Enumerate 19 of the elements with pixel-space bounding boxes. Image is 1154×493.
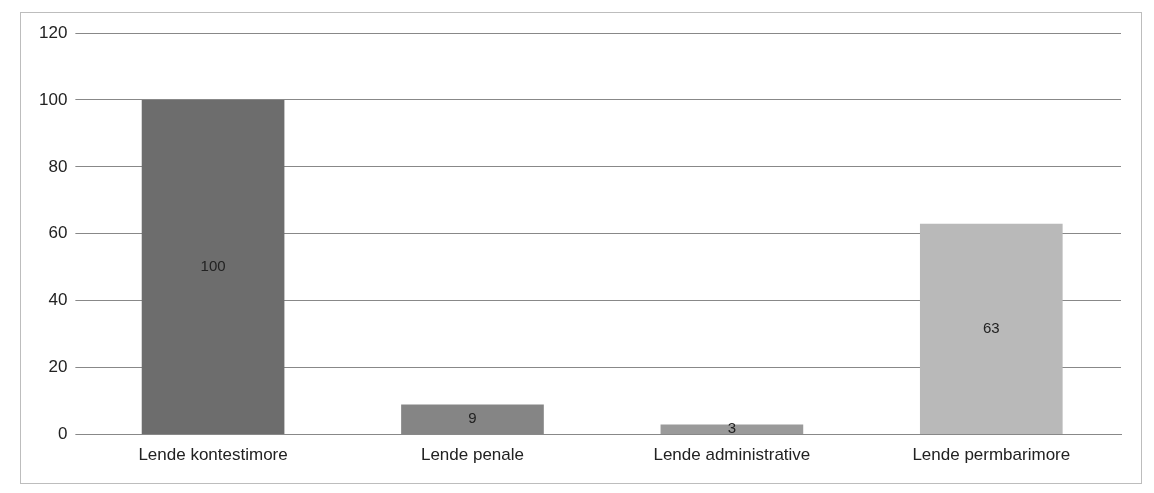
x-tick-label: Lende administrative bbox=[653, 445, 811, 465]
y-tick-label: 60 bbox=[48, 223, 68, 243]
data-label: 63 bbox=[982, 319, 1000, 337]
y-tick-label: 80 bbox=[48, 156, 68, 176]
x-tick-label: Lende kontestimore bbox=[138, 445, 288, 465]
x-tick-label: Lende penale bbox=[420, 445, 524, 465]
data-label: 3 bbox=[727, 419, 737, 437]
bar bbox=[401, 404, 544, 435]
y-tick-label: 0 bbox=[57, 424, 68, 444]
y-tick-label: 120 bbox=[38, 22, 68, 42]
bar bbox=[141, 99, 285, 435]
bar bbox=[919, 223, 1063, 435]
bar bbox=[660, 424, 804, 435]
y-tick-label: 20 bbox=[48, 357, 68, 377]
data-label: 100 bbox=[200, 257, 226, 275]
y-tick-label: 40 bbox=[48, 290, 68, 310]
data-label: 9 bbox=[468, 409, 477, 427]
y-tick-label: 100 bbox=[38, 89, 68, 109]
x-tick-label: Lende permbarimore bbox=[912, 445, 1071, 465]
